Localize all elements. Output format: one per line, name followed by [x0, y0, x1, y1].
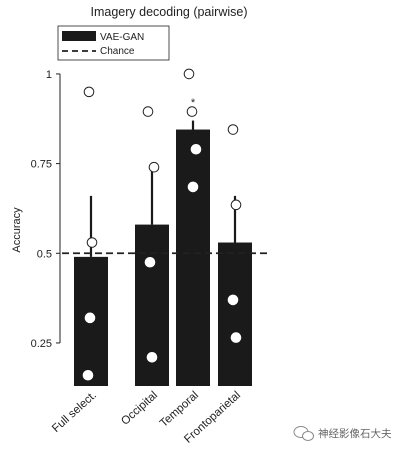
- y-tick-label: 0.5: [37, 248, 52, 260]
- data-point: [187, 181, 199, 193]
- wechat-icon: [293, 426, 314, 441]
- data-point: [230, 199, 242, 211]
- bar-frontoparietal: [218, 242, 252, 386]
- y-tick-label: 0.25: [31, 338, 52, 350]
- x-tick-label: Full select.: [50, 389, 99, 435]
- plot-area: 0.25 0.5 0.75 1 * Full select. OccipitalTempor…: [31, 68, 268, 446]
- bar-temporal: [176, 129, 210, 387]
- data-point: [230, 332, 242, 343]
- data-point: [186, 106, 198, 117]
- chart-title: Imagery decoding (pairwise): [90, 5, 247, 19]
- watermark-text: 神经影像石大夫: [318, 427, 392, 440]
- data-point: [190, 143, 202, 155]
- data-point: [83, 86, 95, 98]
- significance-marker: *: [191, 97, 196, 109]
- legend-label-vae-gan: VAE-GAN: [100, 32, 144, 43]
- x-tick-label: Temporal: [158, 389, 201, 430]
- y-axis-label: Accuracy: [11, 207, 23, 253]
- y-tick-label: 1: [46, 69, 52, 81]
- legend-label-chance: Chance: [100, 46, 135, 57]
- data-point: [227, 124, 239, 135]
- x-tick-label: Occipital: [119, 389, 160, 427]
- data-point: [227, 294, 239, 306]
- data-point: [82, 369, 94, 381]
- data-point: [144, 256, 156, 268]
- data-point: [142, 106, 154, 117]
- data-point: [84, 312, 96, 324]
- y-tick-label: 0.75: [31, 159, 52, 171]
- legend: VAE-GAN Chance: [57, 25, 170, 61]
- data-point: [146, 352, 158, 363]
- data-point: [86, 237, 98, 248]
- data-point: [148, 161, 160, 173]
- legend-swatch-vae-gan: [62, 31, 96, 41]
- data-point: [183, 68, 195, 80]
